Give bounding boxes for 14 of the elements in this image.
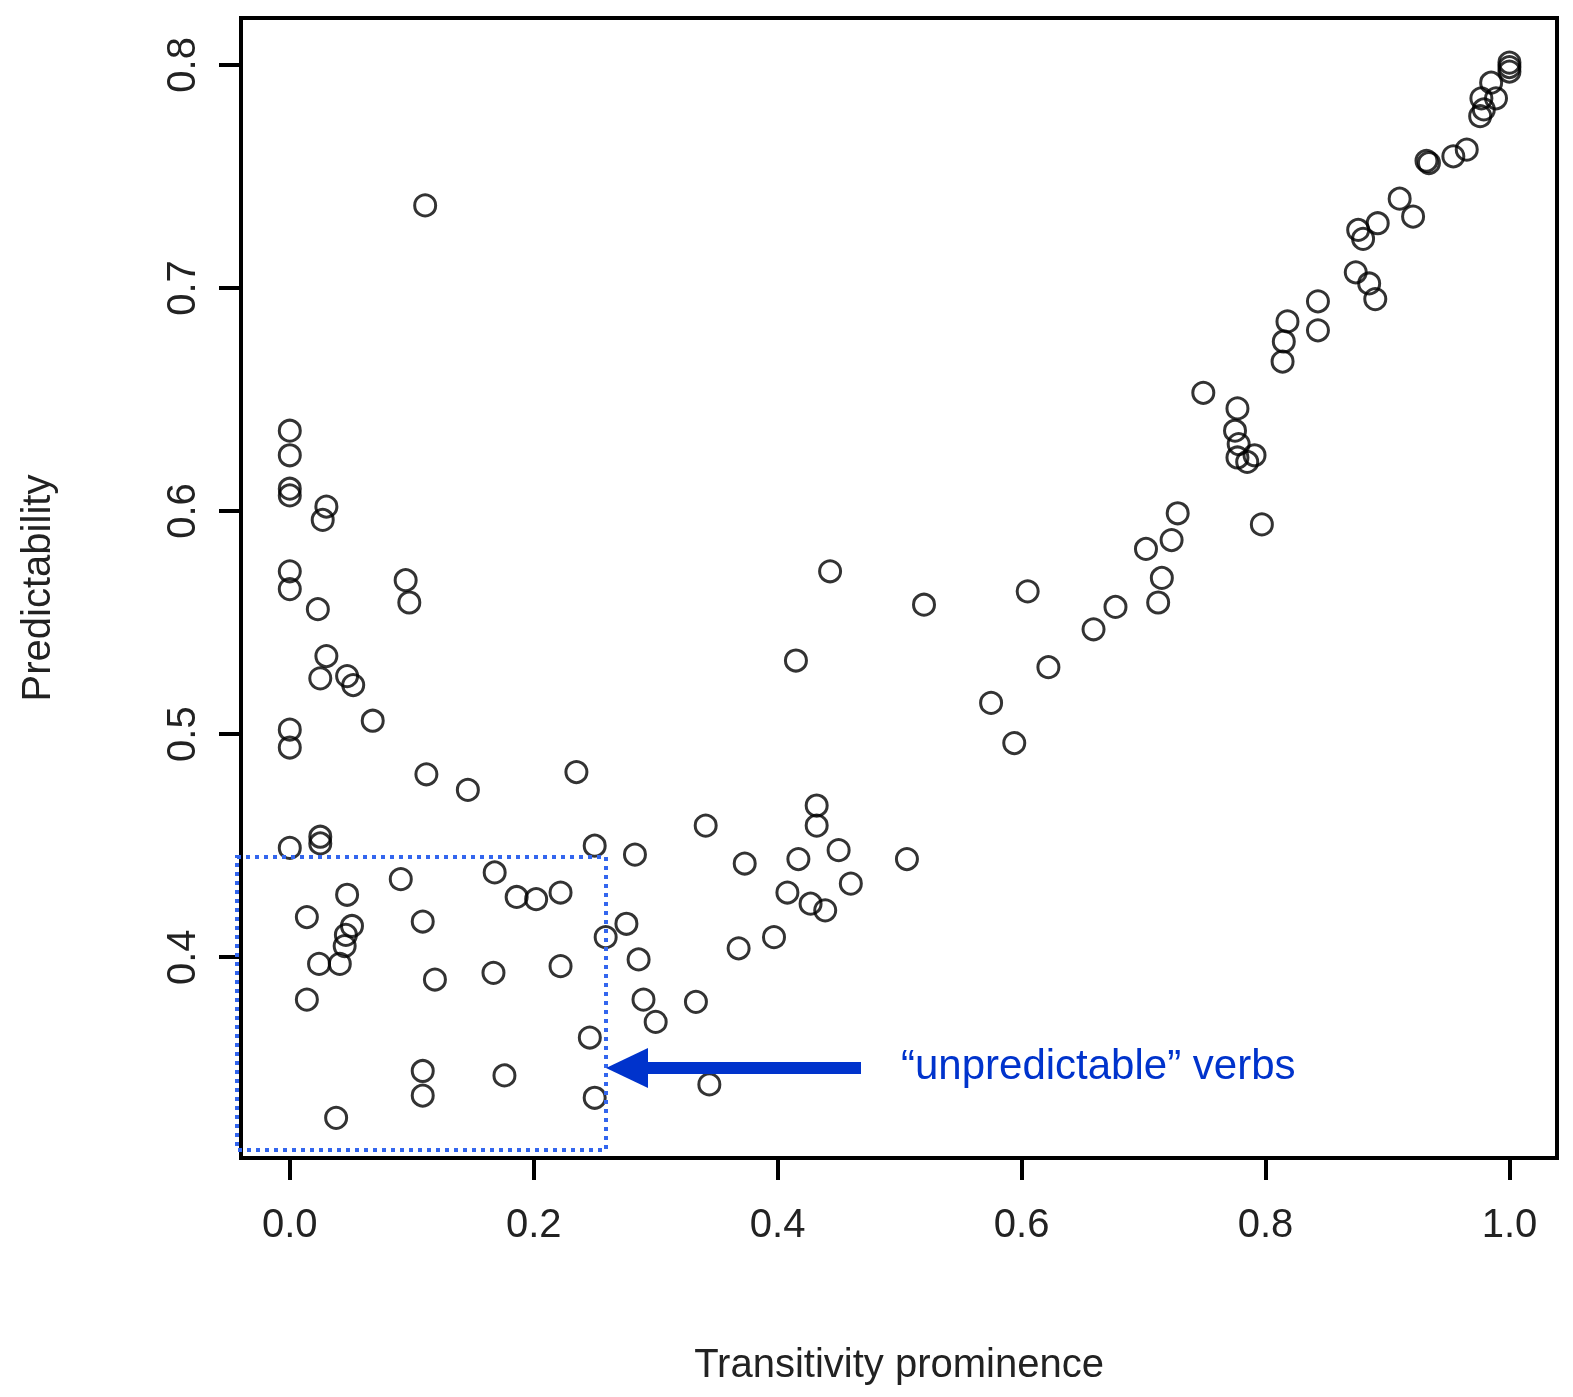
y-axis-title: Predictability — [14, 474, 58, 702]
y-tick-label: 0.5 — [159, 706, 203, 762]
y-tick-label: 0.7 — [159, 260, 203, 316]
y-tick-label: 0.4 — [159, 929, 203, 986]
x-axis-title: Transitivity prominence — [694, 1341, 1104, 1385]
x-tick-label: 0.8 — [1237, 1201, 1294, 1245]
y-tick-label: 0.6 — [159, 483, 203, 539]
x-tick-label: 0.4 — [749, 1201, 806, 1245]
x-tick-label: 0.6 — [993, 1201, 1050, 1245]
x-tick-label: 0.2 — [505, 1201, 562, 1245]
x-tick-label: 1.0 — [1481, 1201, 1538, 1245]
y-tick-label: 0.8 — [159, 37, 203, 93]
x-tick-label: 0.0 — [261, 1201, 318, 1245]
annotation: “unpredictable” verbs — [901, 1041, 1296, 1089]
